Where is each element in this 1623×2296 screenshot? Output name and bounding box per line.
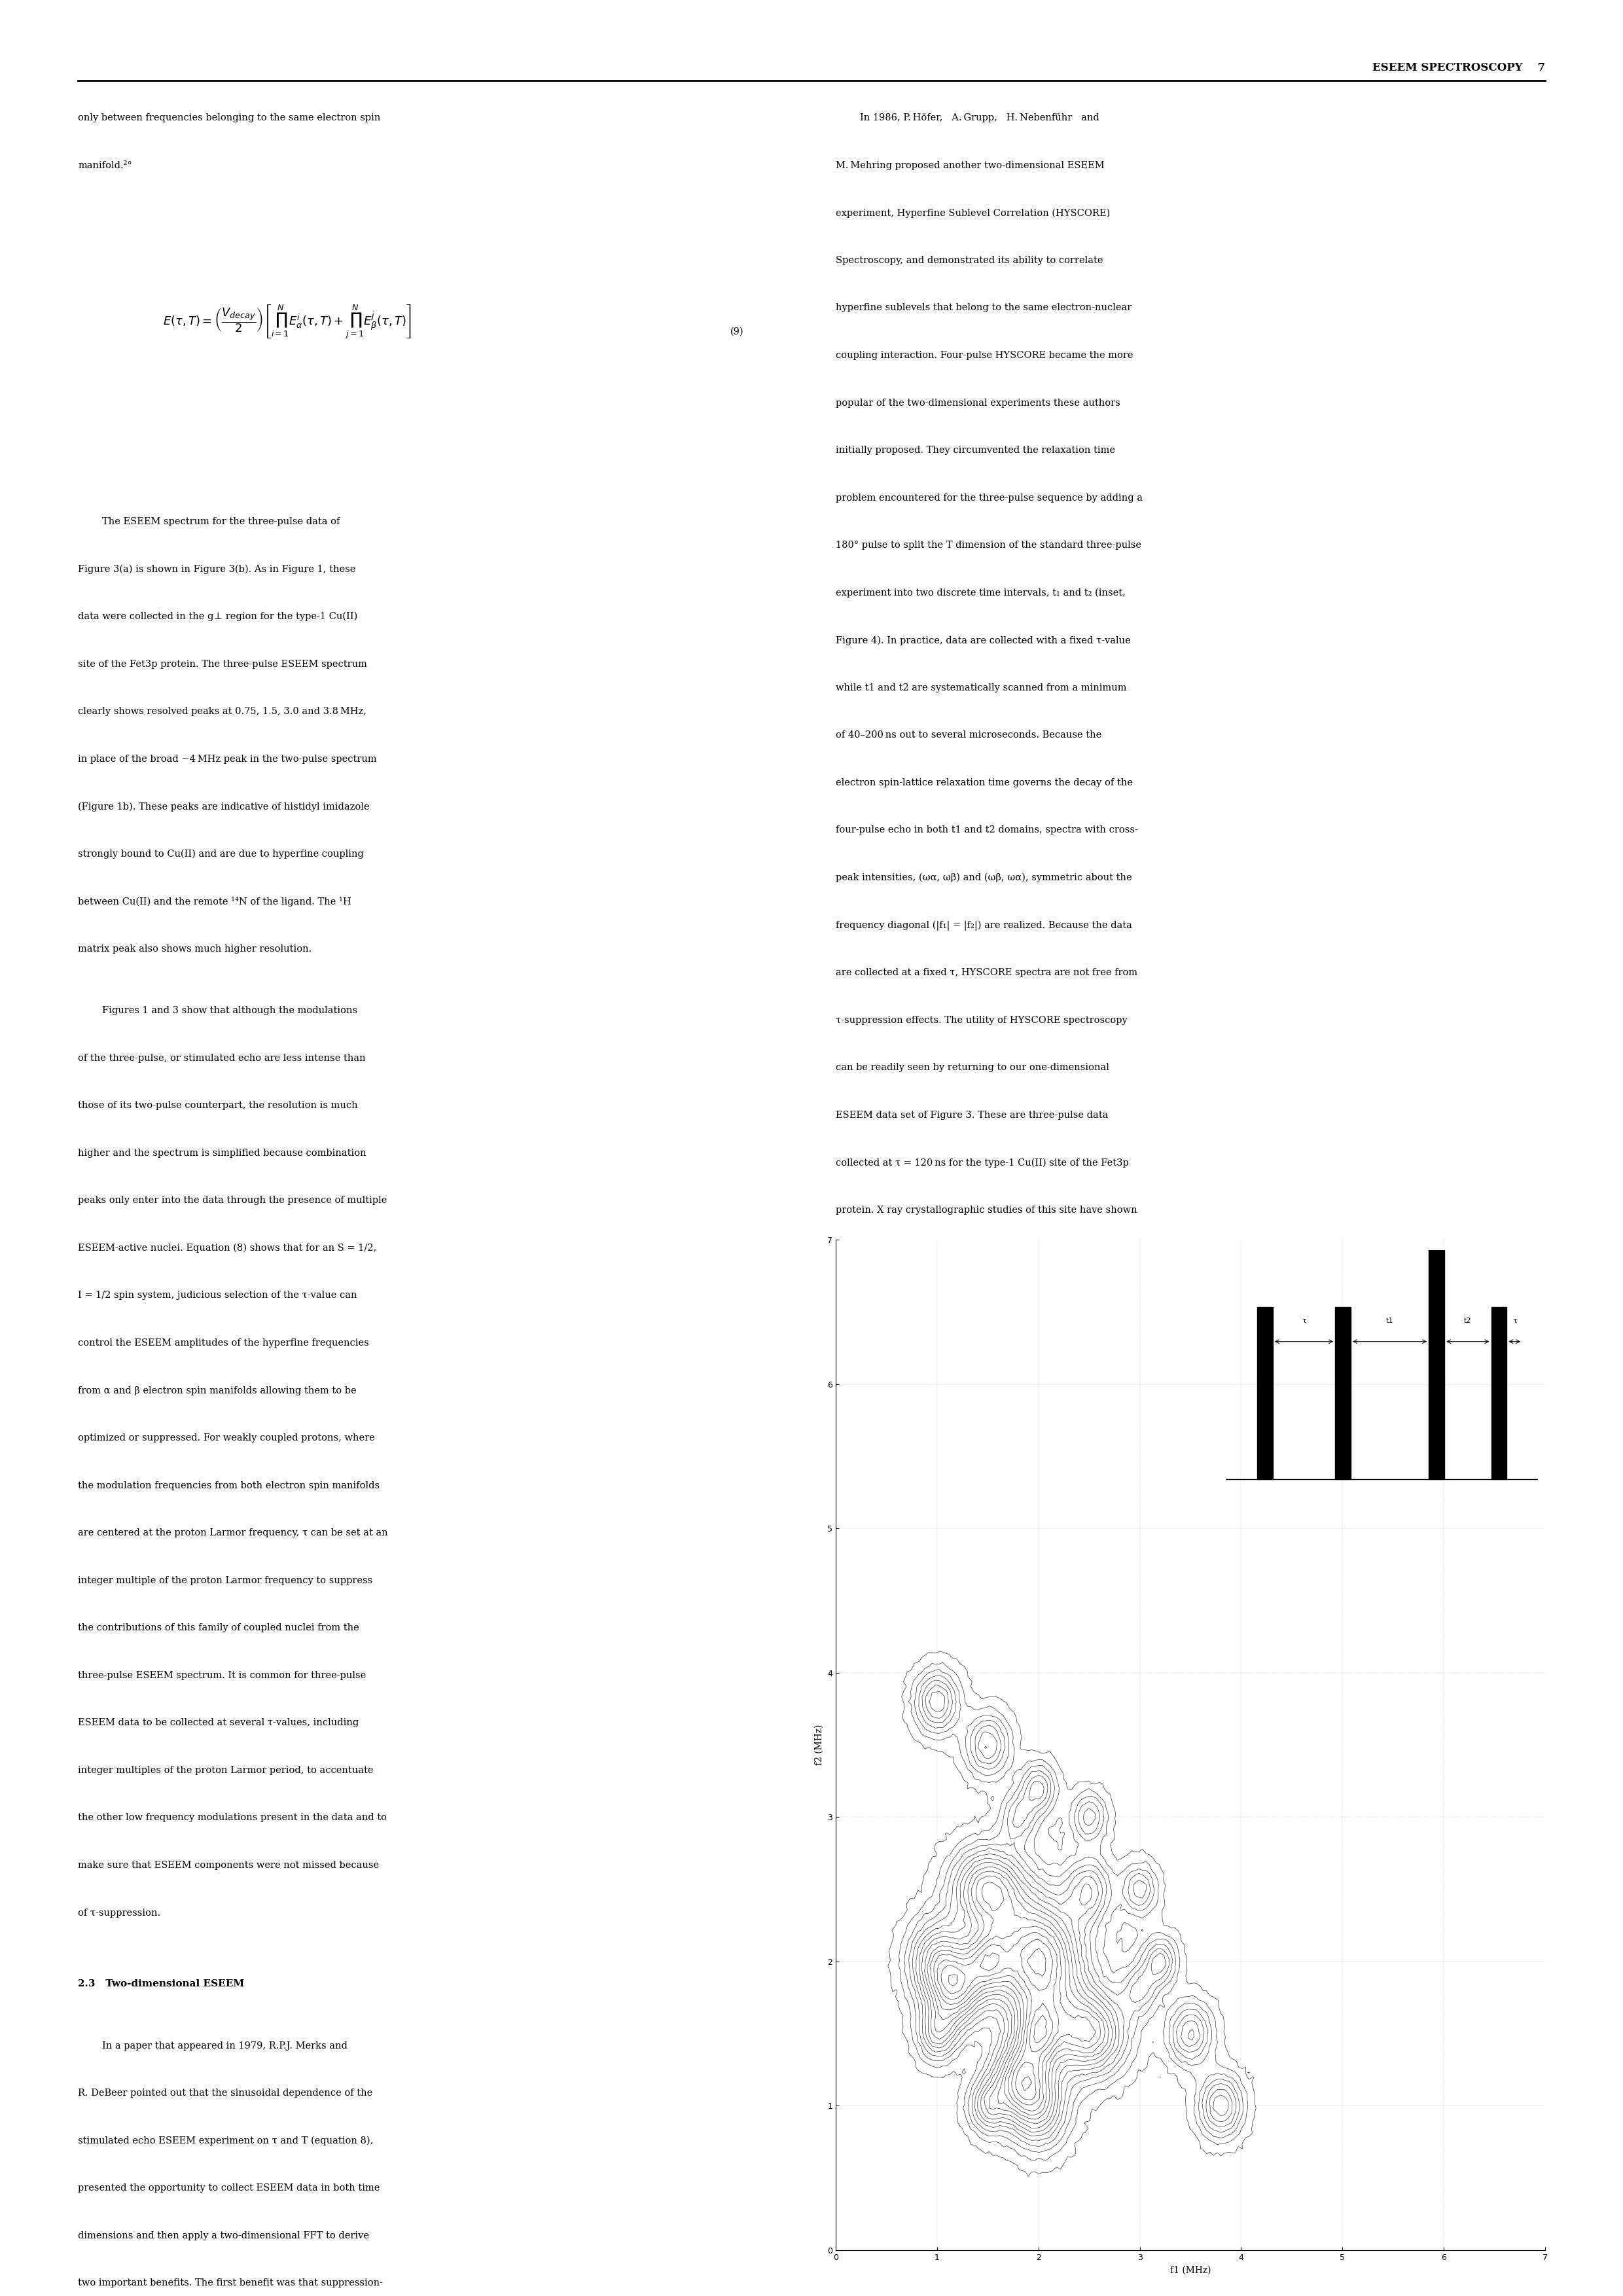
Text: matrix peak also shows much higher resolution.: matrix peak also shows much higher resol… [78, 944, 312, 953]
Text: 2.3   Two-dimensional ESEEM: 2.3 Two-dimensional ESEEM [78, 1979, 245, 1988]
Text: $E(\tau,T) = \left(\dfrac{V_{decay}}{2}\right)\left[\prod_{i=1}^{N}E^i_\alpha(\t: $E(\tau,T) = \left(\dfrac{V_{decay}}{2}\… [162, 303, 412, 340]
Text: dimensions and then apply a two-dimensional FFT to derive: dimensions and then apply a two-dimensio… [78, 2232, 368, 2241]
Text: of the three-pulse, or stimulated echo are less intense than: of the three-pulse, or stimulated echo a… [78, 1054, 365, 1063]
Text: initially proposed. They circumvented the relaxation time: initially proposed. They circumvented th… [836, 445, 1115, 455]
Text: three-pulse ESEEM spectrum. It is common for three-pulse: three-pulse ESEEM spectrum. It is common… [78, 1671, 367, 1681]
Text: protein. X ray crystallographic studies of this site have shown: protein. X ray crystallographic studies … [836, 1205, 1138, 1215]
Text: two important benefits. The first benefit was that suppression-: two important benefits. The first benefi… [78, 2278, 383, 2287]
Text: electron spin-lattice relaxation time governs the decay of the: electron spin-lattice relaxation time go… [836, 778, 1133, 788]
Text: are collected at a fixed τ, HYSCORE spectra are not free from: are collected at a fixed τ, HYSCORE spec… [836, 969, 1138, 978]
Text: of τ-suppression.: of τ-suppression. [78, 1908, 161, 1917]
Text: manifold.²°: manifold.²° [78, 161, 131, 170]
Text: of 40–200 ns out to several microseconds. Because the: of 40–200 ns out to several microseconds… [836, 730, 1102, 739]
Text: In a paper that appeared in 1979, R.P.J. Merks and: In a paper that appeared in 1979, R.P.J.… [78, 2041, 347, 2050]
Text: make sure that ESEEM components were not missed because: make sure that ESEEM components were not… [78, 1860, 380, 1869]
Text: starting t1 and t2, 200 ns; and time increment, 32 ns: starting t1 and t2, 200 ns; and time inc… [836, 1770, 1057, 1779]
Text: Therefore, the four low frequency peaks shown in the ESEEM: Therefore, the four low frequency peaks … [836, 1348, 1138, 1357]
Text: Figure 4). In practice, data are collected with a fixed τ-value: Figure 4). In practice, data are collect… [836, 636, 1131, 645]
Text: clearly shows resolved peaks at 0.75, 1.5, 3.0 and 3.8 MHz,: clearly shows resolved peaks at 0.75, 1.… [78, 707, 367, 716]
Text: data were collected in the g⊥ region for the type-1 Cu(II): data were collected in the g⊥ region for… [78, 613, 357, 622]
Text: experiment, Hyperfine Sublevel Correlation (HYSCORE): experiment, Hyperfine Sublevel Correlati… [836, 209, 1110, 218]
Text: four-pulse echo in both t1 and t2 domains, spectra with cross-: four-pulse echo in both t1 and t2 domain… [836, 827, 1138, 836]
Text: Figures 1 and 3 show that although the modulations: Figures 1 and 3 show that although the m… [78, 1006, 357, 1015]
Text: τ-suppression effects. The utility of HYSCORE spectroscopy: τ-suppression effects. The utility of HY… [836, 1015, 1128, 1024]
Text: ESEEM SPECTROSCOPY    7: ESEEM SPECTROSCOPY 7 [1371, 62, 1545, 73]
Text: while t1 and t2 are systematically scanned from a minimum: while t1 and t2 are systematically scann… [836, 684, 1126, 693]
Text: I = 1/2 spin system, judicious selection of the τ-value can: I = 1/2 spin system, judicious selection… [78, 1290, 357, 1300]
Text: (9): (9) [730, 326, 743, 335]
Text: popular of the two-dimensional experiments these authors: popular of the two-dimensional experimen… [836, 397, 1120, 406]
Text: presented the opportunity to collect ESEEM data in both time: presented the opportunity to collect ESE… [78, 2183, 380, 2193]
Text: higher and the spectrum is simplified because combination: higher and the spectrum is simplified be… [78, 1148, 367, 1157]
Text: only between frequencies belonging to the same electron spin: only between frequencies belonging to th… [78, 113, 380, 122]
Text: Fet3p protein taken under identical conditions as the three-pulse data: Fet3p protein taken under identical cond… [836, 1649, 1128, 1658]
Text: site of the Fet3p protein. The three-pulse ESEEM spectrum: site of the Fet3p protein. The three-pul… [78, 659, 367, 668]
Text: ESEEM data set of Figure 3. These are three-pulse data: ESEEM data set of Figure 3. These are th… [836, 1111, 1109, 1120]
Text: HYSCORE spectrum taken under identical conditions to those: HYSCORE spectrum taken under identical c… [836, 1442, 1138, 1451]
Text: integer multiples of the proton Larmor period, to accentuate: integer multiples of the proton Larmor p… [78, 1766, 373, 1775]
Text: coupling interaction. Four-pulse HYSCORE became the more: coupling interaction. Four-pulse HYSCORE… [836, 351, 1133, 360]
Text: between Cu(II) and the remote ¹⁴N of the ligand. The ¹H: between Cu(II) and the remote ¹⁴N of the… [78, 898, 351, 907]
Text: from α and β electron spin manifolds allowing them to be: from α and β electron spin manifolds all… [78, 1387, 357, 1396]
Text: peak intensities, (ωα, ωβ) and (ωβ, ωα), symmetric about the: peak intensities, (ωα, ωβ) and (ωβ, ωα),… [836, 872, 1133, 882]
Text: of Figure 3 is shown in Figure 4. These data are typical for: of Figure 3 is shown in Figure 4. These … [836, 1490, 1123, 1499]
Text: In 1986, P. Höfer,   A. Grupp,   H. Nebenführ   and: In 1986, P. Höfer, A. Grupp, H. Nebenfüh… [836, 113, 1099, 122]
Text: that the Cu(II) ion is tricoordinate with two histidine and: that the Cu(II) ion is tricoordinate wit… [836, 1254, 1113, 1263]
Text: the contributions of this family of coupled nuclei from the: the contributions of this family of coup… [78, 1623, 359, 1632]
Text: of Figure 3, except that: 90° pulses (pulses 1, 2 and 4), 32 ns FWHM: of Figure 3, except that: 90° pulses (pu… [836, 1690, 1121, 1699]
Text: problem encountered for the three-pulse sequence by adding a: problem encountered for the three-pulse … [836, 494, 1143, 503]
X-axis label: f1 (MHz): f1 (MHz) [1170, 2266, 1211, 2275]
Text: frequency diagonal (|f₁| = |f₂|) are realized. Because the data: frequency diagonal (|f₁| = |f₂|) are rea… [836, 921, 1133, 930]
Text: Figure 3(a) is shown in Figure 3(b). As in Figure 1, these: Figure 3(a) is shown in Figure 3(b). As … [78, 565, 355, 574]
Text: optimized or suppressed. For weakly coupled protons, where: optimized or suppressed. For weakly coup… [78, 1433, 375, 1442]
Text: spectrum of Figure 3 originate from two histidyl ligands. The: spectrum of Figure 3 originate from two … [836, 1396, 1134, 1405]
Text: stimulated echo ESEEM experiment on τ and T (equation 8),: stimulated echo ESEEM experiment on τ an… [78, 2135, 373, 2144]
Text: The ESEEM spectrum for the three-pulse data of: The ESEEM spectrum for the three-pulse d… [78, 517, 339, 526]
Text: R. DeBeer pointed out that the sinusoidal dependence of the: R. DeBeer pointed out that the sinusoida… [78, 2089, 373, 2099]
Text: one cysteine residues supplying their side chains as ligands.: one cysteine residues supplying their si… [836, 1300, 1131, 1309]
Text: experiment into two discrete time intervals, t₁ and t₂ (inset,: experiment into two discrete time interv… [836, 588, 1126, 597]
Text: the modulation frequencies from both electron spin manifolds: the modulation frequencies from both ele… [78, 1481, 380, 1490]
Text: collected at τ = 120 ns for the type-1 Cu(II) site of the Fet3p: collected at τ = 120 ns for the type-1 C… [836, 1157, 1130, 1166]
Text: hyperfine sublevels that belong to the same electron-nuclear: hyperfine sublevels that belong to the s… [836, 303, 1131, 312]
Text: integer multiple of the proton Larmor frequency to suppress: integer multiple of the proton Larmor fr… [78, 1575, 373, 1584]
Text: Spectroscopy, and demonstrated its ability to correlate: Spectroscopy, and demonstrated its abili… [836, 255, 1104, 264]
Text: in place of the broad ~4 MHz peak in the two-pulse spectrum: in place of the broad ~4 MHz peak in the… [78, 755, 377, 765]
Text: ESEEM-active nuclei. Equation (8) shows that for an S = 1/2,: ESEEM-active nuclei. Equation (8) shows … [78, 1244, 377, 1254]
Text: M. Mehring proposed another two-dimensional ESEEM: M. Mehring proposed another two-dimensio… [836, 161, 1105, 170]
Text: weak ¹⁴N hyperfine coupling in that the only appreciable: weak ¹⁴N hyperfine coupling in that the … [836, 1538, 1112, 1548]
Text: those of its two-pulse counterpart, the resolution is much: those of its two-pulse counterpart, the … [78, 1102, 357, 1111]
Text: are centered at the proton Larmor frequency, τ can be set at an: are centered at the proton Larmor freque… [78, 1529, 388, 1538]
Text: and 90 W peak power; 180° pulse (pulse 3), 24 ns FWHM, 800 W;: and 90 W peak power; 180° pulse (pulse 3… [836, 1731, 1110, 1738]
Text: control the ESEEM amplitudes of the hyperfine frequencies: control the ESEEM amplitudes of the hype… [78, 1339, 368, 1348]
Text: can be readily seen by returning to our one-dimensional: can be readily seen by returning to our … [836, 1063, 1109, 1072]
Text: (Figure 1b). These peaks are indicative of histidyl imidazole: (Figure 1b). These peaks are indicative … [78, 801, 370, 810]
Text: 180° pulse to split the T dimension of the standard three-pulse: 180° pulse to split the T dimension of t… [836, 542, 1141, 551]
Text: peaks only enter into the data through the presence of multiple: peaks only enter into the data through t… [78, 1196, 386, 1205]
Text: ESEEM data to be collected at several τ-values, including: ESEEM data to be collected at several τ-… [78, 1717, 359, 1727]
Text: the other low frequency modulations present in the data and to: the other low frequency modulations pres… [78, 1814, 386, 1823]
Text: Figure 4   HYSCORE contour plot of the type-1 Cu(II) site of the: Figure 4 HYSCORE contour plot of the typ… [836, 1609, 1102, 1619]
Text: strongly bound to Cu(II) and are due to hyperfine coupling: strongly bound to Cu(II) and are due to … [78, 850, 364, 859]
Y-axis label: f2 (MHz): f2 (MHz) [815, 1724, 824, 1766]
